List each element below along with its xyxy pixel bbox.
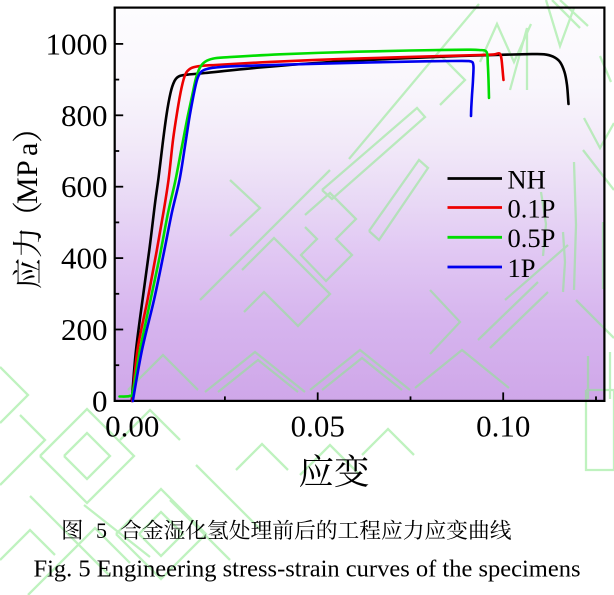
svg-text:P: P (11, 160, 44, 177)
svg-text:M: M (11, 177, 44, 204)
svg-text:0.05: 0.05 (291, 409, 345, 444)
svg-text:5: 5 (96, 518, 107, 543)
svg-text:1000: 1000 (46, 26, 108, 61)
svg-text:1P: 1P (508, 253, 536, 283)
svg-text:0.5P: 0.5P (508, 223, 556, 253)
svg-text:a: a (11, 143, 44, 156)
svg-text:NH: NH (508, 164, 546, 194)
svg-text:Fig. 5 Engineering stress-stra: Fig. 5 Engineering stress-strain curves … (33, 556, 580, 583)
svg-text:600: 600 (61, 169, 108, 204)
svg-text:0.1P: 0.1P (508, 193, 556, 223)
svg-text:0: 0 (92, 383, 108, 418)
svg-text:200: 200 (61, 312, 108, 347)
svg-text:0.10: 0.10 (476, 409, 530, 444)
svg-text:400: 400 (61, 241, 108, 276)
svg-text:0.00: 0.00 (105, 409, 159, 444)
svg-text:800: 800 (61, 98, 108, 133)
